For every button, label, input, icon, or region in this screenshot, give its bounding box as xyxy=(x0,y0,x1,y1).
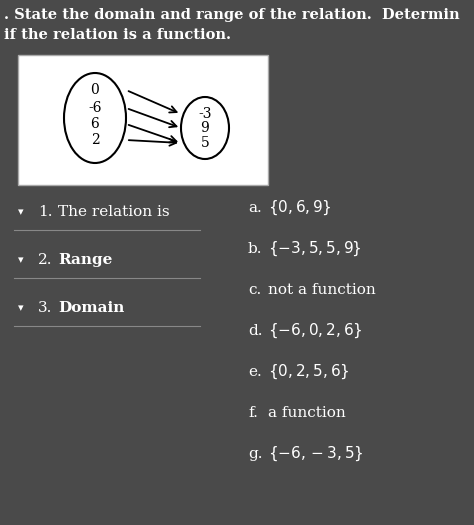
Bar xyxy=(18,55,268,185)
Text: $\{-6, 0, 2, 6\}$: $\{-6, 0, 2, 6\}$ xyxy=(268,322,363,340)
Text: . State the domain and range of the relation.  Determin: . State the domain and range of the rela… xyxy=(4,8,460,22)
Text: Domain: Domain xyxy=(58,301,124,315)
Text: 0: 0 xyxy=(91,83,100,97)
Text: 1.: 1. xyxy=(38,205,53,219)
Text: $\{-3, 5, 5, 9\}$: $\{-3, 5, 5, 9\}$ xyxy=(268,240,362,258)
Text: 6: 6 xyxy=(91,117,100,131)
Text: 9: 9 xyxy=(201,121,210,135)
Text: d.: d. xyxy=(248,324,263,338)
Text: not a function: not a function xyxy=(268,283,376,297)
Text: 3.: 3. xyxy=(38,301,52,315)
Ellipse shape xyxy=(181,97,229,159)
Text: -6: -6 xyxy=(88,101,102,115)
Text: c.: c. xyxy=(248,283,261,297)
Text: a.: a. xyxy=(248,201,262,215)
Text: f.: f. xyxy=(248,406,258,420)
Text: Range: Range xyxy=(58,253,112,267)
Ellipse shape xyxy=(64,73,126,163)
Text: 2: 2 xyxy=(91,133,100,147)
Text: The relation is: The relation is xyxy=(58,205,170,219)
Text: $\{-6, -3, 5\}$: $\{-6, -3, 5\}$ xyxy=(268,445,364,463)
Text: 2.: 2. xyxy=(38,253,53,267)
Text: if the relation is a function.: if the relation is a function. xyxy=(4,28,231,42)
Text: ▾: ▾ xyxy=(18,303,24,313)
Text: 5: 5 xyxy=(201,136,210,150)
Text: ▾: ▾ xyxy=(18,207,24,217)
Text: $\{0, 2, 5, 6\}$: $\{0, 2, 5, 6\}$ xyxy=(268,363,350,381)
Text: -3: -3 xyxy=(198,107,212,121)
Text: ▾: ▾ xyxy=(18,255,24,265)
Text: e.: e. xyxy=(248,365,262,379)
Text: $\{0, 6, 9\}$: $\{0, 6, 9\}$ xyxy=(268,199,331,217)
Text: a function: a function xyxy=(268,406,346,420)
Text: g.: g. xyxy=(248,447,263,461)
Text: b.: b. xyxy=(248,242,263,256)
